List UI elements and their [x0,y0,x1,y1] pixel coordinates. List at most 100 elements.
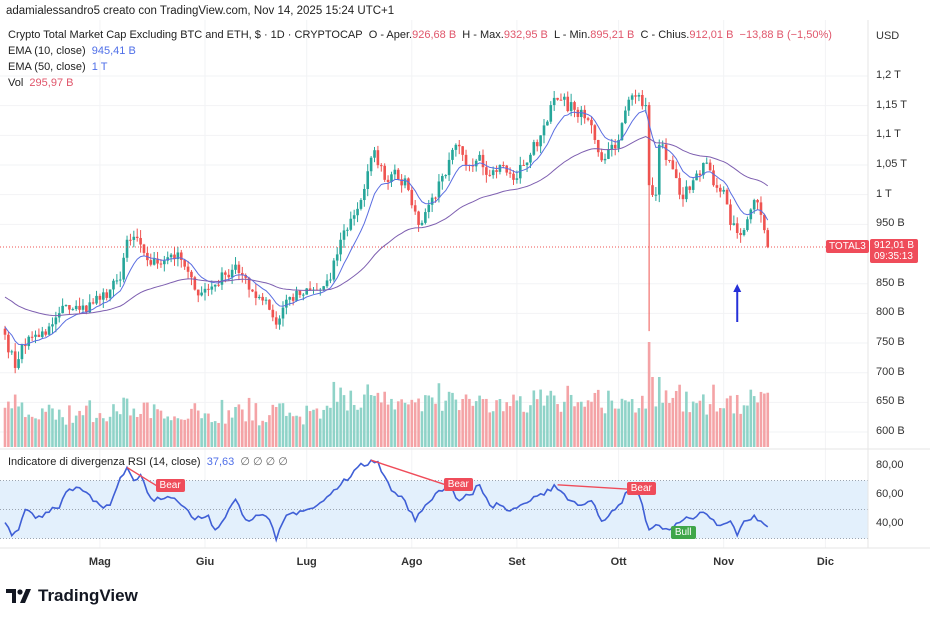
ema10-legend[interactable]: EMA (10, close) 945,41 B [8,45,136,57]
candle [654,194,658,196]
time-tick: Set [508,556,526,568]
tradingview-logo[interactable]: TradingView [6,586,138,606]
symbol-tag: TOTAL3 [826,240,869,253]
candle [427,204,431,213]
volume-bar [135,416,139,447]
divergence-line [370,459,446,486]
candle [478,154,481,161]
volume-bar [335,401,339,447]
volume-bar [603,413,607,447]
candle [400,179,403,186]
price-tick: 1,15 T [876,98,907,111]
candle [54,317,58,325]
volume-bar [278,403,281,447]
currency-label[interactable]: USD [876,30,900,42]
tradingview-logo-icon [6,589,31,603]
symbol-legend: Crypto Total Market Cap Excluding BTC an… [8,29,832,41]
candle [610,144,614,150]
volume-bar [396,401,400,447]
volume-bar [366,384,370,447]
candle [51,324,54,327]
candle [569,102,573,112]
volume-bar [271,404,275,447]
volume-bar [47,404,51,447]
candle [729,204,732,225]
candle [118,279,122,281]
price-tick: 600 B [876,425,905,438]
volume-bar [227,410,231,447]
chart-credit: adamialessandro5 creato con TradingView.… [6,5,395,17]
volume-bar [390,398,393,447]
candle [613,144,617,149]
candle [112,280,115,290]
volume-bar [759,391,763,447]
candle [420,222,424,225]
price-tick: 800 B [876,306,905,319]
candle [691,180,695,190]
volume-bar [505,402,509,447]
rsi-legend[interactable]: Indicatore di divergenza RSI (14, close)… [8,455,288,468]
volume-bar [13,394,17,447]
ema50-legend[interactable]: EMA (50, close) 1 T [8,61,107,73]
candle [424,212,427,223]
volume-bar [702,394,705,447]
candle [95,295,98,304]
volume-bar [647,342,651,447]
candle [193,277,197,290]
candle [634,95,637,97]
volume-legend[interactable]: Vol 295,97 B [8,77,73,89]
divergence-lines [126,459,629,490]
candle [7,334,10,353]
volume-bar [207,413,210,447]
volume-bar [149,418,153,447]
volume-bar [400,399,403,447]
volume-bar [51,408,54,447]
volume-bar [329,407,332,447]
rsi-label: Indicatore di divergenza RSI (14, close) [8,456,201,468]
close-label: C - Chius. [640,29,690,41]
candle [732,223,736,225]
volume-bar [563,401,566,447]
volume-bar [596,389,600,447]
candle [600,152,603,161]
candle [403,178,407,186]
volume-bar [437,383,441,447]
candle [122,257,125,280]
candle [329,279,332,281]
rsi-line [4,459,769,543]
candle [708,162,712,171]
volume-bar [607,390,610,447]
candle [644,105,648,107]
volume-bar [451,392,454,447]
volume-bar [407,404,410,447]
candle [173,254,176,260]
symbol-title[interactable]: Crypto Total Market Cap Excluding BTC an… [8,29,363,41]
candle [410,189,414,206]
volume-bar [410,399,414,447]
volume-bar [339,387,342,447]
volume-bar [200,418,203,447]
candle [474,160,478,167]
candle [274,317,278,325]
volume-bar [176,418,180,447]
candle [664,144,668,160]
candle [24,344,27,347]
candle [159,263,163,265]
candle [546,121,549,126]
volume-bar [705,414,709,447]
candle [149,260,153,265]
candle [105,292,108,298]
volume-bar [590,401,593,447]
volume-bar [641,395,644,447]
volume-bar [196,410,200,447]
volume-bar [546,395,549,447]
candle [376,150,380,166]
volume-bar [752,396,756,447]
candle [359,200,363,209]
candle [224,272,227,275]
rsi-value: 37,63 [206,456,235,468]
volume-bar [715,411,719,447]
candle [766,230,770,247]
volume-bar [444,400,447,447]
